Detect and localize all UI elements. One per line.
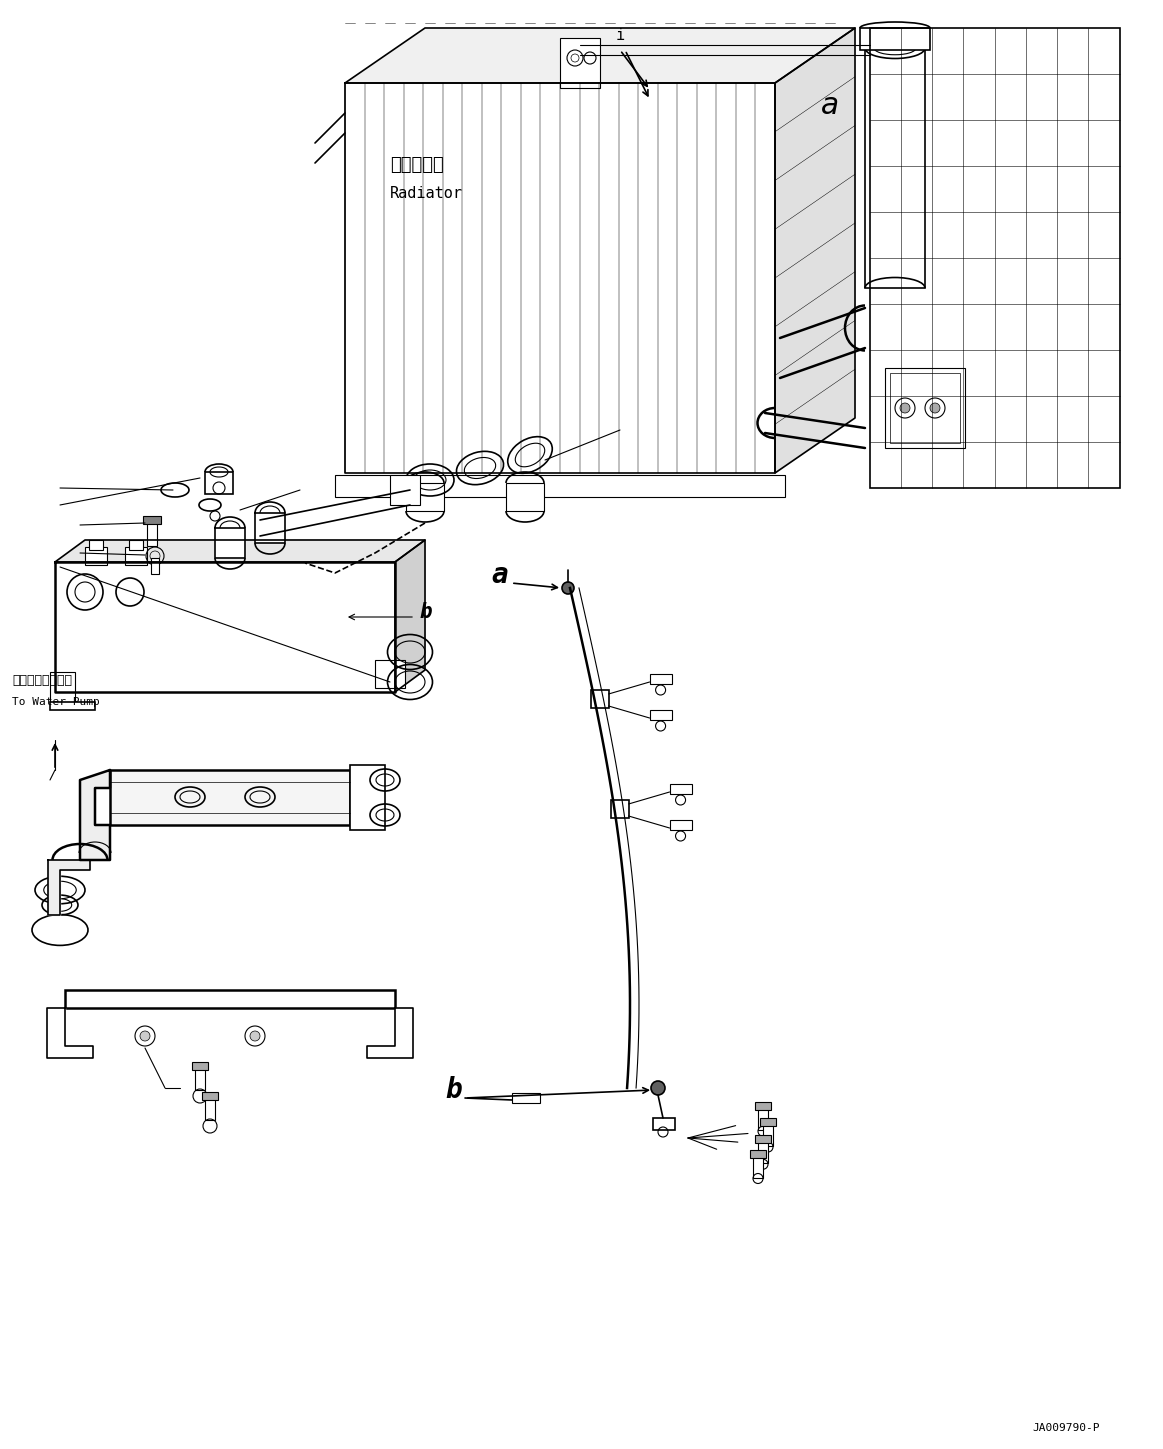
Bar bbox=[202, 1093, 217, 1100]
Bar bbox=[147, 520, 157, 546]
Bar bbox=[151, 558, 159, 574]
Bar bbox=[650, 674, 671, 684]
Text: b: b bbox=[420, 601, 433, 622]
Circle shape bbox=[562, 582, 575, 594]
Polygon shape bbox=[255, 513, 285, 543]
Bar bbox=[611, 800, 628, 819]
Bar bbox=[512, 1093, 540, 1103]
Bar bbox=[110, 769, 350, 824]
Text: i: i bbox=[615, 28, 625, 42]
Bar bbox=[50, 701, 95, 710]
Bar bbox=[374, 659, 405, 688]
Text: ラジエータ: ラジエータ bbox=[390, 156, 444, 174]
Bar bbox=[50, 672, 74, 701]
Bar bbox=[752, 1155, 763, 1178]
Polygon shape bbox=[80, 769, 110, 861]
Bar bbox=[65, 990, 395, 1009]
Circle shape bbox=[930, 403, 940, 413]
Bar bbox=[192, 1062, 208, 1069]
Polygon shape bbox=[48, 861, 90, 914]
Polygon shape bbox=[215, 527, 245, 558]
Bar bbox=[859, 28, 930, 51]
Polygon shape bbox=[47, 1009, 93, 1058]
Bar bbox=[143, 516, 160, 525]
Bar bbox=[124, 548, 147, 565]
Bar bbox=[890, 372, 959, 443]
Text: To Water Pump: To Water Pump bbox=[12, 697, 100, 707]
Bar bbox=[90, 540, 104, 551]
Circle shape bbox=[140, 1032, 150, 1040]
Polygon shape bbox=[395, 540, 424, 693]
Bar bbox=[561, 38, 600, 88]
Text: JA009790-P: JA009790-P bbox=[1033, 1423, 1100, 1433]
Circle shape bbox=[651, 1081, 665, 1095]
Bar bbox=[870, 28, 1120, 488]
Polygon shape bbox=[368, 1009, 413, 1058]
Bar bbox=[758, 1108, 768, 1130]
Bar bbox=[865, 48, 925, 288]
Bar bbox=[759, 1119, 776, 1126]
Bar bbox=[205, 472, 233, 494]
Circle shape bbox=[900, 403, 909, 413]
Text: b: b bbox=[445, 1077, 462, 1104]
Bar bbox=[390, 475, 420, 506]
Bar bbox=[755, 1135, 771, 1143]
Bar bbox=[650, 710, 671, 720]
Bar bbox=[129, 540, 143, 551]
Polygon shape bbox=[55, 540, 424, 562]
Text: a: a bbox=[491, 561, 508, 588]
Bar bbox=[591, 690, 608, 709]
Bar bbox=[506, 483, 544, 511]
Circle shape bbox=[250, 1032, 261, 1040]
Bar bbox=[755, 1103, 771, 1110]
Polygon shape bbox=[345, 83, 775, 472]
Bar bbox=[758, 1142, 768, 1164]
Bar bbox=[406, 483, 444, 511]
Polygon shape bbox=[345, 28, 855, 83]
Polygon shape bbox=[55, 562, 395, 693]
Bar bbox=[885, 368, 965, 448]
Polygon shape bbox=[775, 28, 855, 472]
Bar bbox=[335, 475, 785, 497]
Bar bbox=[195, 1068, 205, 1090]
Bar bbox=[85, 548, 107, 565]
Bar bbox=[670, 784, 692, 794]
Text: a: a bbox=[821, 90, 840, 119]
Text: Radiator: Radiator bbox=[390, 185, 463, 200]
Bar bbox=[205, 1098, 215, 1120]
Bar bbox=[670, 820, 692, 830]
Bar bbox=[350, 765, 385, 830]
Text: ウォータポンプへ: ウォータポンプへ bbox=[12, 674, 72, 687]
Bar bbox=[750, 1149, 766, 1158]
Bar bbox=[652, 1119, 675, 1130]
Bar bbox=[763, 1124, 773, 1146]
